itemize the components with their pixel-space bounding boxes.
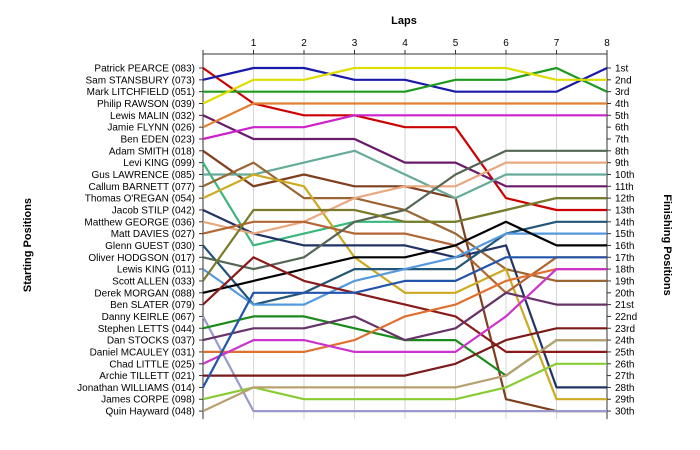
finish-label: 7th (615, 134, 629, 145)
finish-label: 4th (615, 99, 629, 110)
start-label: Lewis MALIN (032) (110, 111, 195, 122)
x-tick-label: 8 (604, 38, 610, 49)
finish-label: 16th (615, 241, 634, 252)
finish-label: 15th (615, 229, 634, 240)
series-lines (202, 66, 608, 413)
start-label: Jamie FLYNN (026) (107, 123, 195, 134)
start-label: Ben EDEN (023) (121, 134, 195, 145)
start-label: Sam STANSBURY (073) (86, 75, 195, 86)
x-axis-title: Laps (391, 15, 417, 27)
start-label: James CORPE (098) (101, 395, 195, 406)
finish-label: 22nd (615, 312, 637, 323)
series-line (202, 197, 607, 282)
start-label: Callum BARNETT (077) (88, 182, 195, 193)
series-line (202, 220, 607, 294)
series-line (202, 268, 607, 365)
series-line (202, 339, 607, 413)
finish-label: 29th (615, 395, 634, 406)
start-label: Glenn GUEST (030) (105, 241, 195, 252)
start-label: Jacob STILP (042) (112, 205, 195, 216)
finish-label: 5th (615, 111, 629, 122)
start-label: Chad LITTLE (025) (109, 359, 195, 370)
series-line (202, 114, 607, 188)
start-label: Levi KING (099) (123, 158, 195, 169)
series-line (203, 268, 607, 353)
finish-label: 17th (615, 253, 634, 264)
left-axis-title: Starting Positions (22, 198, 34, 292)
start-label: Thomas O'REGAN (054) (85, 194, 195, 205)
finish-label: 14th (615, 217, 634, 228)
finish-label: 18th (615, 265, 634, 276)
finish-label: 12th (615, 194, 634, 205)
axis-labels: 1 2 3 4 5 6 7 8 Patrick PEARCE (083)Sam STANSBUR… (77, 38, 637, 418)
finish-label: 8th (615, 146, 629, 157)
finish-label: 1st (615, 64, 629, 75)
series-line (202, 67, 607, 212)
start-label: Mark LITCHFIELD (051) (87, 87, 195, 98)
finish-label: 9th (615, 158, 629, 169)
start-label: Matt DAVIES (027) (111, 229, 195, 240)
series-line (202, 362, 607, 401)
series-line (202, 232, 607, 306)
series-line (202, 220, 607, 294)
start-label: Derek MORGAN (088) (94, 288, 195, 299)
series-line (202, 114, 607, 141)
series-line (203, 149, 607, 200)
start-label: Adam SMITH (018) (109, 146, 195, 157)
finish-label: 3rd (615, 87, 629, 98)
series-line (203, 66, 608, 93)
x-tick-label: 5 (453, 38, 459, 49)
finish-label: 27th (615, 371, 634, 382)
finish-label: 28th (615, 383, 634, 394)
finish-label: 19th (615, 276, 634, 287)
start-label: Patrick PEARCE (083) (94, 64, 195, 75)
series-line (202, 291, 607, 342)
start-label: Gus LAWRENCE (085) (91, 170, 195, 181)
series-line (202, 161, 607, 235)
series-line (202, 256, 607, 388)
finish-label: 13th (615, 205, 634, 216)
finish-label: 26th (615, 359, 634, 370)
series-line (202, 173, 607, 401)
finish-label: 11th (615, 182, 634, 193)
start-label: Scott ALLEN (033) (112, 276, 195, 287)
start-label: Archie TILLETT (021) (99, 371, 195, 382)
series-line (202, 315, 607, 413)
finish-label: 10th (615, 170, 634, 181)
x-tick-label: 7 (554, 38, 560, 49)
start-label: Matthew GEORGE (036) (84, 217, 195, 228)
finish-label: 20th (615, 288, 634, 299)
start-label: Oliver HODGSON (017) (88, 253, 195, 264)
start-label: Jonathan WILLIAMS (014) (77, 383, 195, 394)
x-tick-label: 1 (251, 38, 257, 49)
start-label: Ben SLATER (079) (110, 300, 195, 311)
start-label: Danny KEIRLE (067) (102, 312, 195, 323)
series-line (203, 327, 607, 377)
start-label: Daniel MCAULEY (031) (90, 347, 195, 358)
right-axis-title: Finishing Positions (661, 194, 673, 295)
start-label: Philip RAWSON (039) (97, 99, 195, 110)
series-line (202, 66, 608, 93)
finish-label: 24th (615, 336, 634, 347)
series-line (202, 102, 607, 129)
finish-label: 2nd (615, 75, 632, 86)
start-label: Quin Hayward (048) (106, 407, 195, 418)
x-tick-label: 3 (352, 38, 358, 49)
start-label: Dan STOCKS (037) (107, 336, 195, 347)
x-tick-label: 6 (503, 38, 509, 49)
finish-label: 21st (615, 300, 634, 311)
finish-label: 25th (615, 347, 634, 358)
start-label: Stephen LETTS (044) (98, 324, 195, 335)
series-line (202, 66, 607, 105)
finish-label: 6th (615, 123, 629, 134)
start-label: Lewis KING (011) (117, 265, 195, 276)
series-line (202, 209, 607, 389)
x-tick-label: 4 (402, 38, 408, 49)
finish-label: 23rd (615, 324, 635, 335)
x-tick-label: 2 (301, 38, 307, 49)
finish-label: 30th (615, 407, 634, 418)
